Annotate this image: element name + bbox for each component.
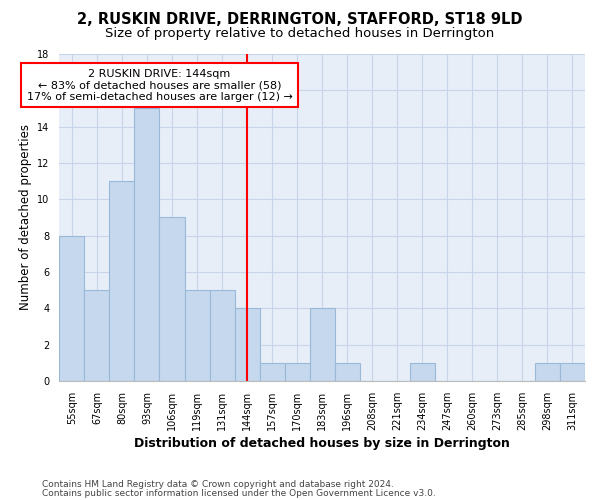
Bar — [85, 290, 109, 381]
Bar — [235, 308, 260, 381]
Bar — [109, 181, 134, 381]
Y-axis label: Number of detached properties: Number of detached properties — [19, 124, 32, 310]
Text: Contains HM Land Registry data © Crown copyright and database right 2024.: Contains HM Land Registry data © Crown c… — [42, 480, 394, 489]
Text: 2, RUSKIN DRIVE, DERRINGTON, STAFFORD, ST18 9LD: 2, RUSKIN DRIVE, DERRINGTON, STAFFORD, S… — [77, 12, 523, 28]
Bar — [160, 218, 185, 381]
Bar — [260, 363, 284, 381]
Bar — [284, 363, 310, 381]
Bar — [310, 308, 335, 381]
Text: 2 RUSKIN DRIVE: 144sqm
← 83% of detached houses are smaller (58)
17% of semi-det: 2 RUSKIN DRIVE: 144sqm ← 83% of detached… — [26, 68, 292, 102]
Bar — [134, 108, 160, 381]
Text: Size of property relative to detached houses in Derrington: Size of property relative to detached ho… — [106, 28, 494, 40]
Bar — [59, 236, 85, 381]
Bar — [410, 363, 435, 381]
Bar — [560, 363, 585, 381]
Bar — [185, 290, 209, 381]
Bar — [335, 363, 360, 381]
Text: Contains public sector information licensed under the Open Government Licence v3: Contains public sector information licen… — [42, 488, 436, 498]
X-axis label: Distribution of detached houses by size in Derrington: Distribution of detached houses by size … — [134, 437, 510, 450]
Bar — [535, 363, 560, 381]
Bar — [209, 290, 235, 381]
